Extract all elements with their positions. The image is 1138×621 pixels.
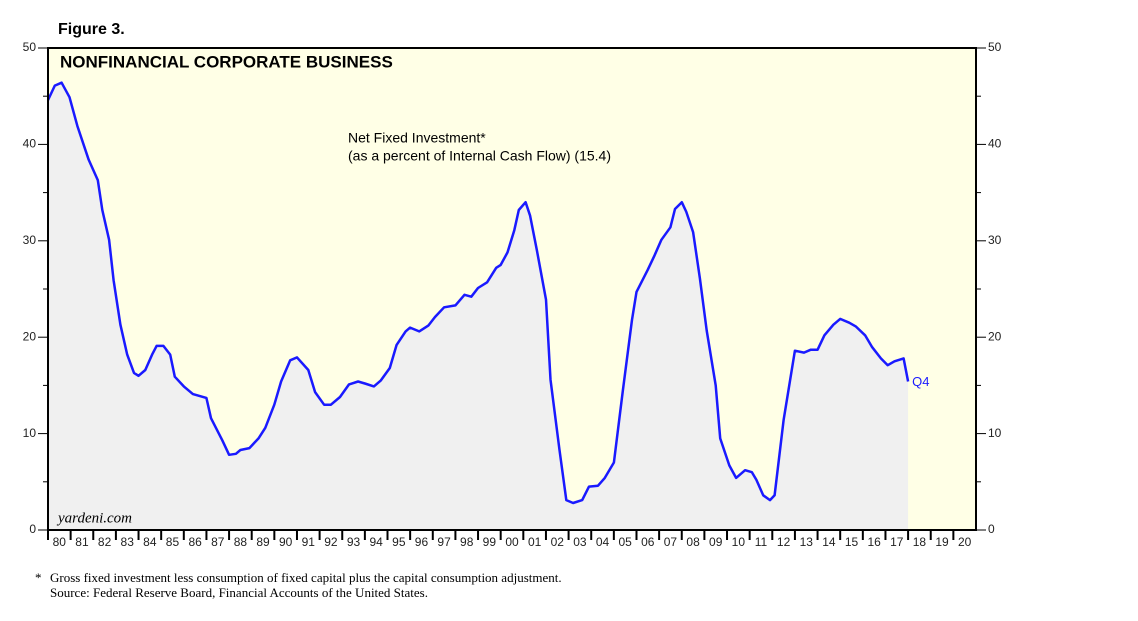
- x-tick-label: 92: [324, 535, 338, 549]
- watermark: yardeni.com: [56, 510, 132, 526]
- y-tick-label: 40: [23, 137, 37, 151]
- y2-tick-label: 40: [988, 137, 1002, 151]
- x-tick-label: 03: [573, 535, 587, 549]
- y2-tick-label: 10: [988, 426, 1002, 440]
- y2-tick-label: 20: [988, 329, 1002, 343]
- x-tick-label: 11: [755, 535, 768, 549]
- x-tick-label: 15: [845, 535, 859, 549]
- footnote: Gross fixed investment less consumption …: [50, 570, 562, 585]
- x-tick-label: 02: [551, 535, 565, 549]
- line: [46, 81, 910, 505]
- area: [48, 82, 909, 530]
- x-tick-label: 80: [53, 535, 67, 549]
- x-tick-label: 08: [686, 535, 700, 549]
- x-tick-label: 95: [392, 535, 406, 549]
- x-tick-label: 93: [347, 535, 361, 549]
- x-tick-label: 04: [596, 535, 610, 549]
- x-tick-label: 14: [822, 535, 836, 549]
- x-tick-label: 90: [279, 535, 293, 549]
- x-tick-label: 89: [256, 535, 270, 549]
- x-tick-label: 06: [641, 535, 655, 549]
- x-tick-label: 20: [958, 535, 972, 549]
- x-tick-label: 13: [800, 535, 814, 549]
- x-tick-label: 82: [98, 535, 112, 549]
- x-tick-label: 83: [121, 535, 135, 549]
- x-tick-label: 86: [188, 535, 202, 549]
- y2-tick-label: 30: [988, 233, 1002, 247]
- annotation: Net Fixed Investment*: [348, 130, 486, 146]
- annotation: (as a percent of Internal Cash Flow) (15…: [348, 148, 611, 164]
- x-tick-label: 16: [867, 535, 881, 549]
- y-tick-label: 30: [23, 233, 37, 247]
- x-tick-label: 88: [234, 535, 248, 549]
- x-tick-label: 81: [75, 535, 89, 549]
- x-tick-label: 18: [913, 535, 927, 549]
- x-tick-label: 17: [890, 535, 904, 549]
- footnote-marker: *: [35, 570, 42, 585]
- x-tick-label: 12: [777, 535, 791, 549]
- x-tick-label: 87: [211, 535, 225, 549]
- x-tick-label: 84: [143, 535, 157, 549]
- x-tick-label: 96: [415, 535, 429, 549]
- x-tick-label: 01: [528, 535, 542, 549]
- x-tick-label: 00: [505, 535, 519, 549]
- y2-tick-label: 50: [988, 40, 1002, 54]
- x-tick-label: 10: [732, 535, 746, 549]
- x-tick-label: 98: [460, 535, 474, 549]
- source: Source: Federal Reserve Board, Financial…: [50, 585, 428, 600]
- x-tick-label: 85: [166, 535, 180, 549]
- x-tick-label: 19: [935, 535, 949, 549]
- x-tick-label: 94: [370, 535, 384, 549]
- y-tick-label: 50: [23, 40, 37, 54]
- x-tick-label: 91: [302, 535, 316, 549]
- x-tick-label: 97: [437, 535, 451, 549]
- y-tick-label: 0: [29, 522, 36, 536]
- marks: [46, 81, 910, 530]
- x-tick-label: 09: [709, 535, 723, 549]
- x-tick-label: 07: [664, 535, 678, 549]
- y2-tick-label: 0: [988, 522, 995, 536]
- y-tick-label: 10: [23, 426, 37, 440]
- figure-label: Figure 3.: [58, 21, 125, 38]
- x-tick-label: 05: [618, 535, 632, 549]
- x-tick-label: 99: [483, 535, 497, 549]
- end-label: Q4: [912, 374, 929, 389]
- chart-title: NONFINANCIAL CORPORATE BUSINESS: [60, 52, 393, 71]
- y-tick-label: 20: [23, 329, 37, 343]
